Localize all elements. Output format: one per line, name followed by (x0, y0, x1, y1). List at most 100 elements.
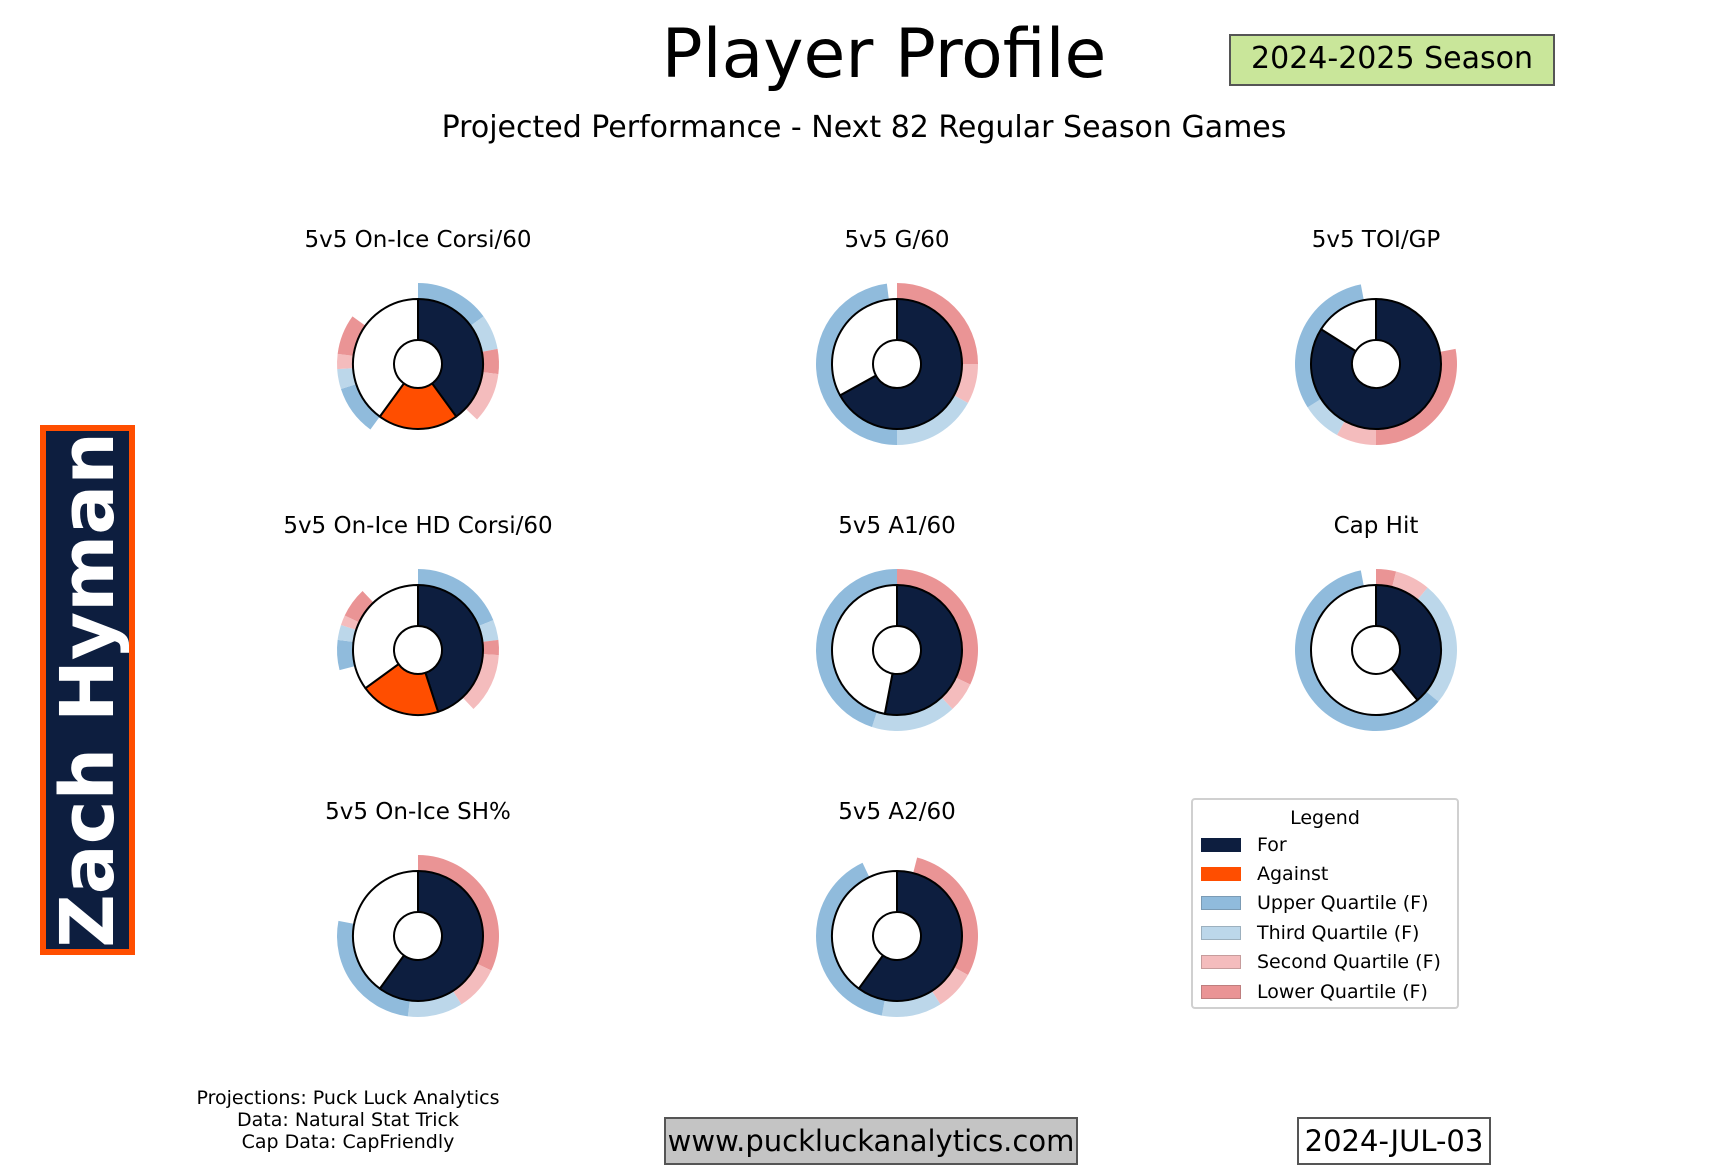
quartile-segment-second-quartile-f (953, 364, 978, 404)
quartile-segment-upper-quartile-f (340, 384, 380, 430)
quartile-segment-second-quartile-f (931, 967, 968, 1005)
quartile-segment-third-quartile-f (881, 990, 941, 1017)
quartile-segment-upper-quartile-f (816, 569, 897, 728)
share-slice-for (857, 870, 963, 1002)
quartile-segment-upper-quartile-f (1294, 570, 1439, 731)
quartile-segment-upper-quartile-f (337, 639, 356, 671)
share-slice-remainder (1320, 298, 1377, 353)
legend: Legend For Against Upper Quartile (F) Th… (1191, 798, 1459, 1009)
share-slice-remainder (352, 584, 419, 690)
legend-swatch-second-quartile (1201, 955, 1241, 970)
quartile-segment-lower-quartile-f (481, 348, 500, 375)
chart-5v5-g-60: 5v5 G/60 (815, 227, 978, 445)
page-title: Player Profile (0, 10, 1728, 100)
quartile-segment-second-quartile-f (452, 963, 492, 1005)
footer-credits: Projections: Puck Luck Analytics Data: N… (178, 1087, 518, 1153)
chart-cap-hit: Cap Hit (1294, 513, 1458, 731)
legend-label-for: For (1257, 833, 1287, 856)
quartile-segment-second-quartile-f (1336, 420, 1376, 445)
quartile-segment-lower-quartile-f (482, 639, 500, 656)
share-slice-for (839, 298, 963, 430)
chart-title-5v5-on-ice-corsi-60: 5v5 On-Ice Corsi/60 (304, 227, 531, 253)
legend-label-third-quartile: Third Quartile (F) (1257, 921, 1420, 944)
quartile-segment-upper-quartile-f (418, 283, 484, 326)
legend-swatch-against (1201, 867, 1241, 882)
quartile-segment-lower-quartile-f (897, 569, 978, 685)
quartile-segment-lower-quartile-f (344, 590, 374, 623)
quartile-segment-third-quartile-f (407, 990, 462, 1017)
legend-item-for: For (1193, 830, 1457, 859)
share-slice-remainder (352, 870, 419, 990)
credit-cap-data: Cap Data: CapFriendly (241, 1131, 455, 1153)
share-slice-remainder (831, 298, 898, 397)
chart-5v5-on-ice-corsi-60: 5v5 On-Ice Corsi/60 (304, 227, 532, 430)
quartile-segment-upper-quartile-f (336, 920, 410, 1017)
chart-5v5-on-ice-hd-corsi-60: 5v5 On-Ice HD Corsi/60 (283, 513, 553, 716)
legend-item-third-quartile: Third Quartile (F) (1193, 918, 1457, 947)
legend-swatch-for (1201, 837, 1241, 852)
chart-title-5v5-on-ice-sh: 5v5 On-Ice SH% (325, 799, 511, 825)
share-slice-for (1375, 584, 1442, 702)
quartile-segment-third-quartile-f (897, 395, 968, 445)
quartile-segment-lower-quartile-f (1376, 348, 1458, 445)
quartile-segment-lower-quartile-f (897, 283, 978, 364)
credit-projections: Projections: Puck Luck Analytics (196, 1087, 500, 1109)
share-slice-for (417, 298, 484, 418)
chart-title-5v5-a1-60: 5v5 A1/60 (838, 513, 956, 539)
quartile-segment-upper-quartile-f (816, 862, 885, 1016)
quartile-segment-lower-quartile-f (1376, 569, 1397, 588)
quartile-segment-third-quartile-f (1307, 398, 1345, 435)
share-slice-remainder (1310, 584, 1419, 716)
legend-label-second-quartile: Second Quartile (F) (1257, 951, 1441, 974)
legend-swatch-third-quartile (1201, 925, 1241, 940)
quartile-segment-second-quartile-f (941, 677, 971, 710)
page-title-text: Player Profile (661, 15, 1107, 94)
share-slice-against (364, 663, 440, 716)
chart-5v5-on-ice-sh: 5v5 On-Ice SH% (325, 799, 511, 1017)
credit-data: Data: Natural Stat Trick (237, 1109, 459, 1131)
chart-title-5v5-a2-60: 5v5 A2/60 (838, 799, 956, 825)
legend-label-upper-quartile: Upper Quartile (F) (1257, 892, 1429, 915)
chart-5v5-a1-60: 5v5 A1/60 (816, 513, 978, 731)
share-slice-against (378, 382, 458, 430)
date-stamp: 2024-JUL-03 (1297, 1117, 1491, 1165)
legend-swatch-upper-quartile (1201, 896, 1241, 911)
chart-title-5v5-g-60: 5v5 G/60 (844, 227, 949, 253)
share-slice-for (417, 584, 484, 713)
chart-5v5-toi-gp: 5v5 TOI/GP (1295, 227, 1458, 445)
legend-item-upper-quartile: Upper Quartile (F) (1193, 889, 1457, 918)
chart-title-5v5-toi-gp: 5v5 TOI/GP (1312, 227, 1441, 253)
quartile-segment-third-quartile-f (470, 316, 498, 352)
share-slice-remainder (831, 584, 898, 715)
legend-title: Legend (1290, 807, 1360, 829)
season-badge: 2024-2025 Season (1229, 34, 1555, 86)
quartile-segment-third-quartile-f (337, 624, 357, 642)
chart-title-cap-hit: Cap Hit (1334, 513, 1419, 539)
quartile-segment-second-quartile-f (465, 372, 499, 420)
legend-item-against: Against (1193, 859, 1457, 888)
legend-swatch-lower-quartile (1201, 984, 1241, 999)
share-slice-remainder (831, 870, 898, 990)
quartile-segment-second-quartile-f (340, 615, 360, 630)
quartile-segment-upper-quartile-f (418, 569, 494, 627)
quartile-segment-lower-quartile-f (337, 316, 366, 356)
legend-label-against: Against (1257, 863, 1329, 886)
share-slice-for (1310, 298, 1442, 430)
website-link[interactable]: www.puckluckanalytics.com (664, 1117, 1078, 1165)
legend-item-lower-quartile: Lower Quartile (F) (1193, 977, 1457, 1006)
quartile-segment-second-quartile-f (462, 654, 499, 710)
quartile-segment-upper-quartile-f (815, 283, 897, 445)
chart-title-5v5-on-ice-hd-corsi-60: 5v5 On-Ice HD Corsi/60 (283, 513, 552, 539)
share-slice-for (883, 584, 963, 716)
player-name-banner: Zach Hyman (40, 425, 135, 955)
quartile-segment-lower-quartile-f (418, 855, 499, 971)
quartile-segment-second-quartile-f (337, 353, 354, 370)
quartile-segment-third-quartile-f (337, 368, 357, 390)
legend-label-lower-quartile: Lower Quartile (F) (1257, 980, 1428, 1003)
quartile-segment-third-quartile-f (478, 620, 499, 642)
chart-5v5-a2-60: 5v5 A2/60 (816, 799, 978, 1017)
share-slice-remainder (352, 298, 419, 418)
quartile-segment-second-quartile-f (1392, 571, 1428, 600)
page-subtitle: Projected Performance - Next 82 Regular … (441, 110, 1287, 145)
